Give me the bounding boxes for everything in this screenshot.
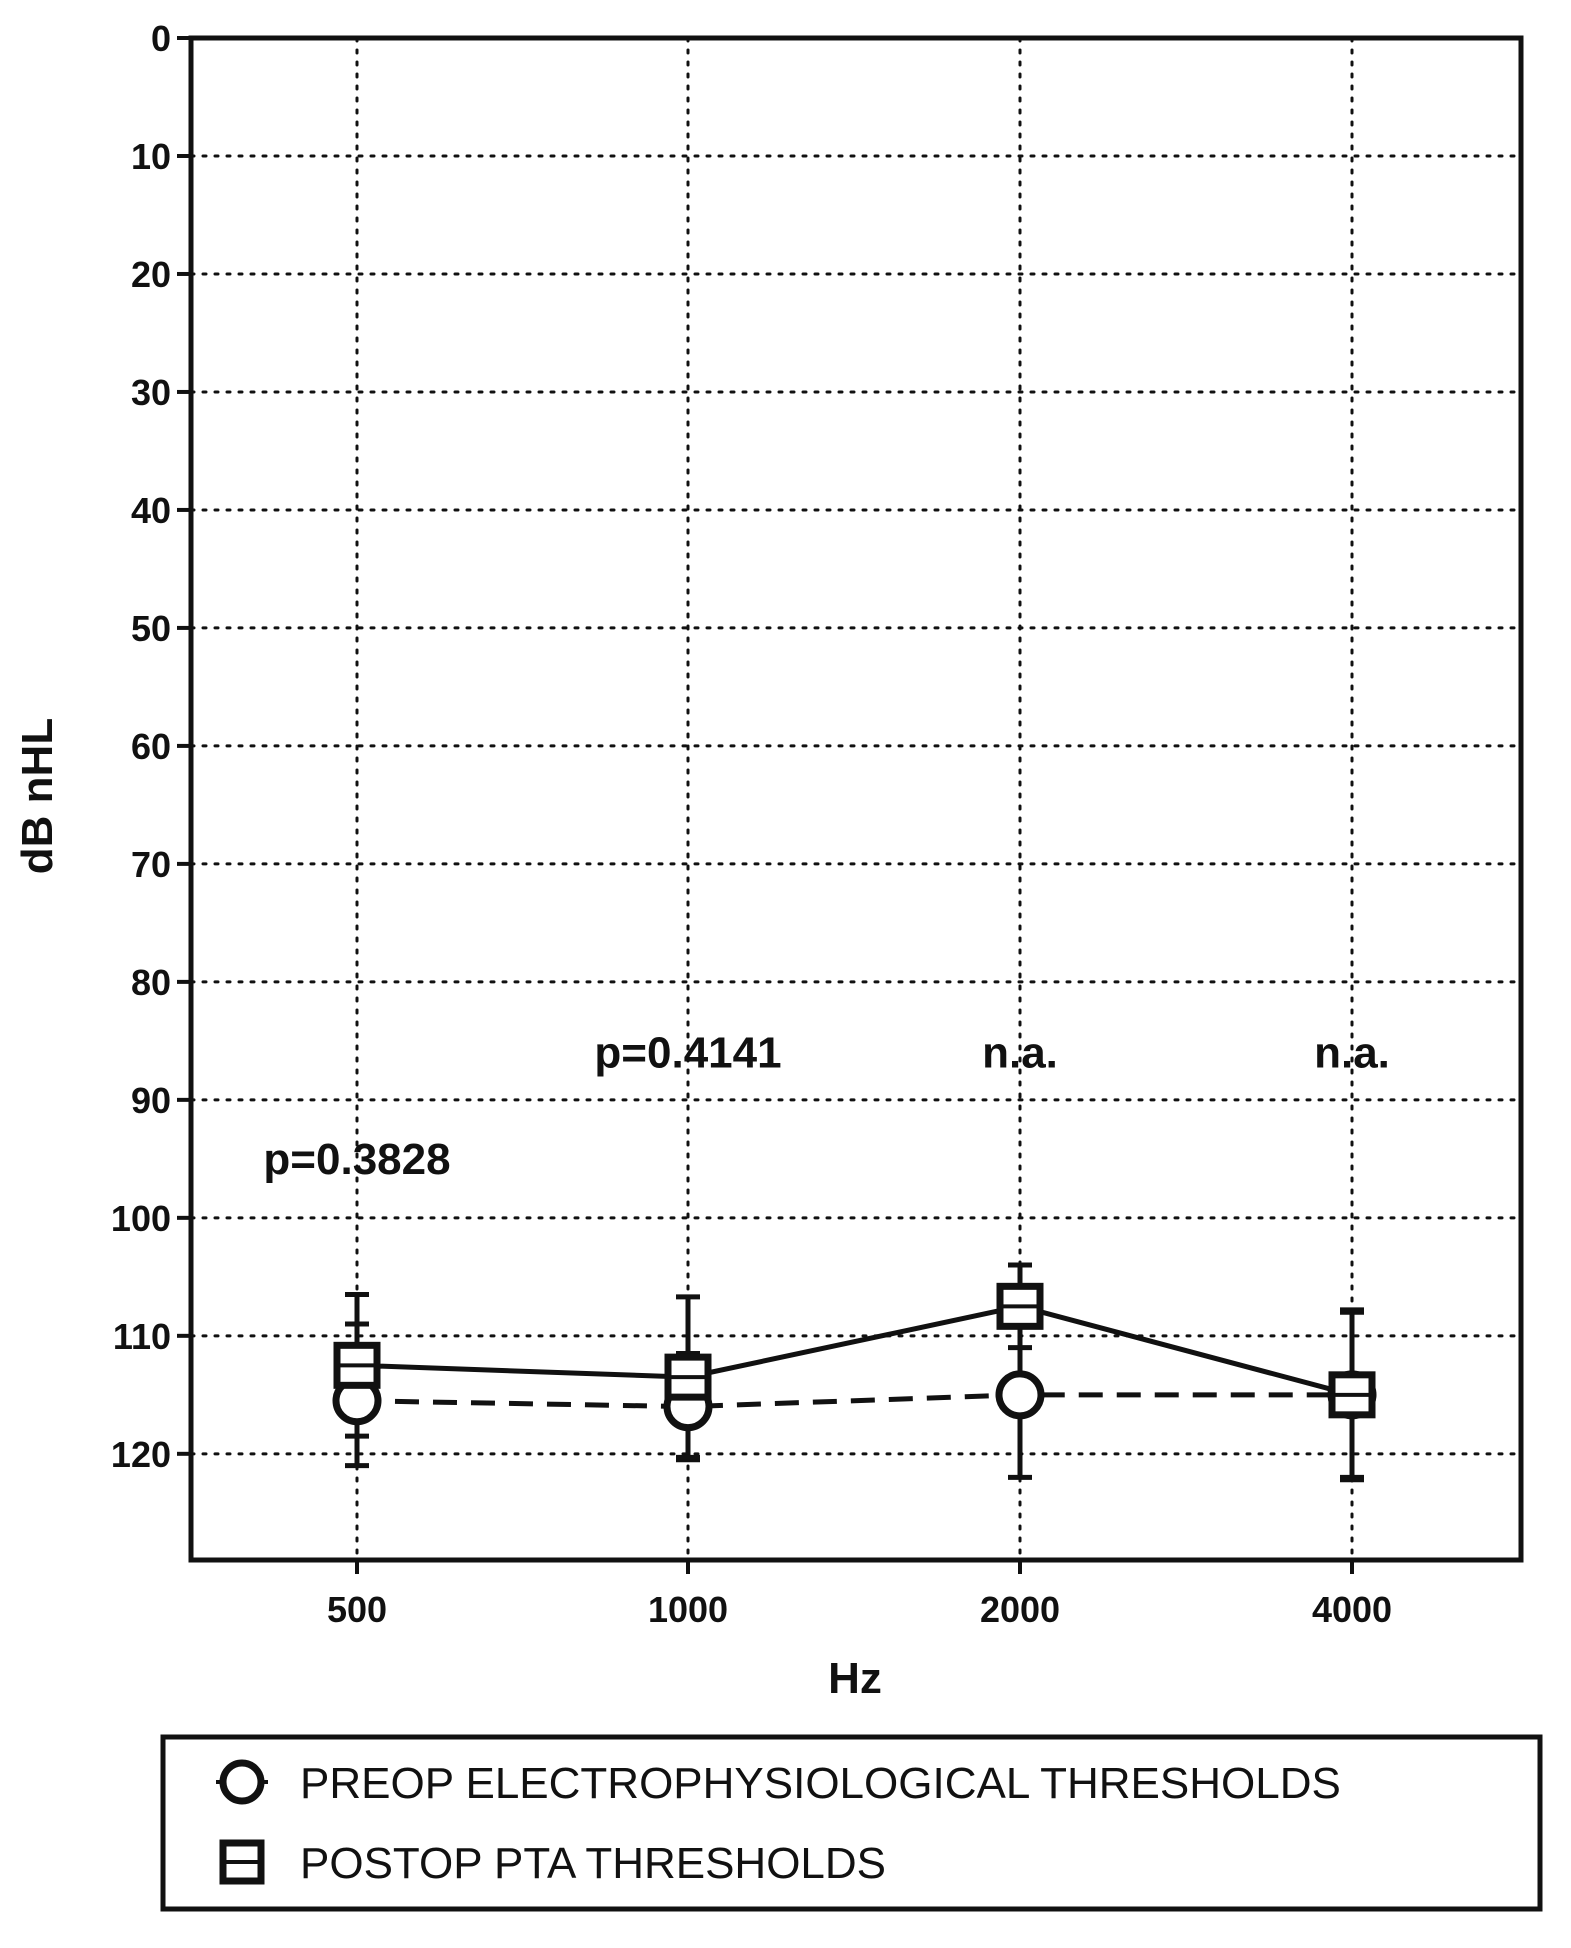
y-tick-label: 30 — [131, 372, 171, 413]
legend-label: POSTOP PTA THRESHOLDS — [300, 1839, 886, 1888]
y-tick-label: 70 — [131, 844, 171, 885]
x-tick-label: 1000 — [648, 1589, 728, 1630]
y-tick-label: 40 — [131, 490, 171, 531]
x-axis-title: Hz — [828, 1654, 882, 1703]
grid-lines — [189, 36, 1523, 1562]
p-value-annotation: p=0.4141 — [594, 1029, 781, 1078]
p-value-annotation: n.a. — [982, 1029, 1058, 1078]
x-tick-label: 4000 — [1312, 1589, 1392, 1630]
y-tick-label: 50 — [131, 608, 171, 649]
x-tick-label: 2000 — [980, 1589, 1060, 1630]
y-tick-label: 60 — [131, 726, 171, 767]
tick-labels: 0 10 20 30 40 50 60 70 80 90 100 110 120 500 1000 2000 4… — [111, 18, 1392, 1630]
y-axis-title: dB nHL — [13, 718, 62, 874]
data-point-circle — [995, 1370, 1045, 1420]
p-value-annotation: p=0.3828 — [263, 1135, 450, 1184]
y-tick-label: 110 — [113, 1316, 171, 1357]
p-value-annotation: n.a. — [1314, 1029, 1390, 1078]
y-tick-label: 20 — [131, 254, 171, 295]
series-line-1 — [356, 1392, 1352, 1410]
x-tick-label: 500 — [327, 1589, 387, 1630]
y-tick-label: 120 — [111, 1434, 171, 1475]
legend-label: PREOP ELECTROPHYSIOLOGICAL THRESHOLDS — [300, 1759, 1341, 1808]
plot-frame — [188, 35, 1524, 1563]
axes — [177, 35, 1524, 1574]
data-series — [332, 1262, 1377, 1483]
y-tick-label: 10 — [131, 136, 171, 177]
legend-box — [160, 1734, 1543, 1912]
annotations: p=0.3828 p=0.4141 n.a. n.a. — [263, 1029, 1389, 1184]
y-tick-label: 90 — [131, 1080, 171, 1121]
legend: PREOP ELECTROPHYSIOLOGICAL THRESHOLDS POS… — [160, 1734, 1543, 1912]
y-tick-label: 0 — [151, 18, 171, 59]
legend-marker-circle — [219, 1759, 265, 1805]
y-tick-label: 100 — [111, 1198, 171, 1239]
y-tick-label: 80 — [131, 962, 171, 1003]
series-line-2 — [356, 1303, 1353, 1398]
